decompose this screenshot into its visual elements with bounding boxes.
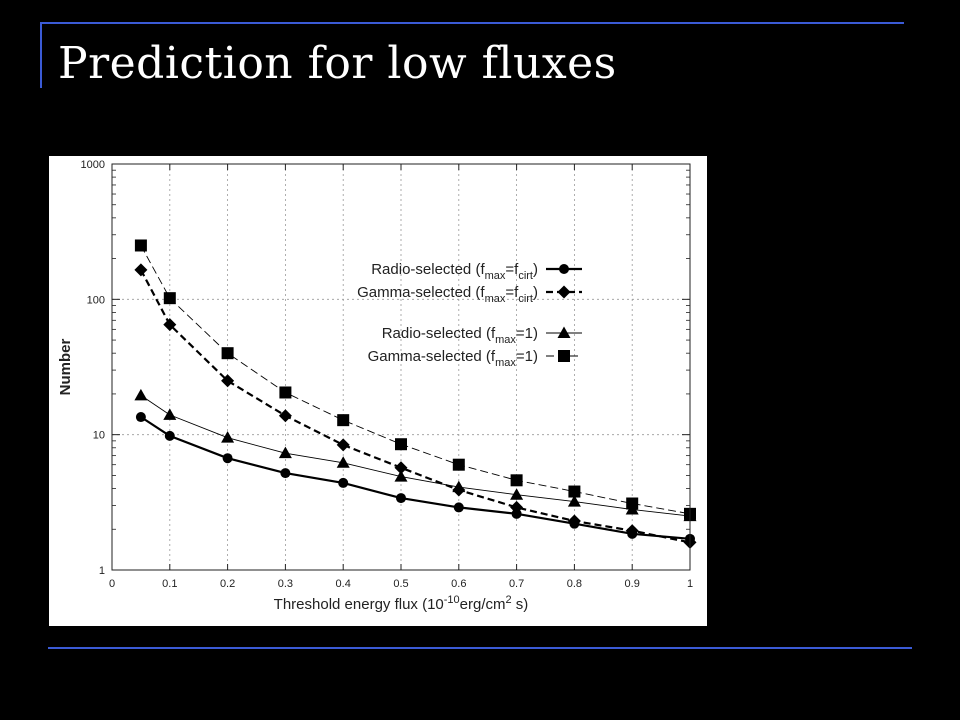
series-4-point <box>568 485 581 498</box>
series-4-point <box>134 239 147 252</box>
y-tick-label: 1000 <box>81 159 105 171</box>
legend-marker-2 <box>557 285 571 299</box>
x-tick-label: 0.6 <box>451 578 466 590</box>
series-2-point <box>221 374 235 388</box>
x-tick-label: 0.7 <box>509 578 524 590</box>
top-rule <box>40 22 904 24</box>
x-tick-label: 0.5 <box>393 578 408 590</box>
left-rule <box>40 22 42 88</box>
series-4-point <box>279 386 292 399</box>
x-tick-label: 0.3 <box>278 578 293 590</box>
series-4-point <box>395 438 407 451</box>
series-3-point <box>221 431 235 443</box>
x-tick-label: 0.1 <box>162 578 177 590</box>
y-tick-label: 10 <box>93 430 105 442</box>
legend-label-3: Radio-selected (fmax=1) <box>382 325 538 346</box>
legend: Radio-selected (fmax=fcirt)Gamma-selecte… <box>357 261 582 369</box>
series-1-point <box>280 468 291 479</box>
legend-marker-3 <box>557 326 571 338</box>
series-2-point <box>394 461 408 475</box>
series-3-point <box>567 495 581 507</box>
x-tick-label: 0.9 <box>625 578 640 590</box>
series-1-point <box>222 453 233 464</box>
series-4-point <box>163 292 176 305</box>
bottom-rule <box>48 647 912 649</box>
x-axis-label: Threshold energy flux (10-10erg/cm2 s) <box>274 594 529 613</box>
x-tick-label: 1 <box>687 578 693 590</box>
chart-svg: 0 0.1 0.2 0.3 0.4 0.5 0.6 0.7 0.8 0.9 11101001000 … <box>57 159 697 613</box>
y-tick-label: 1 <box>99 565 105 577</box>
series-1-point <box>135 412 146 423</box>
series-3-point <box>394 470 408 482</box>
x-tick-label: 0.8 <box>567 578 582 590</box>
series-1-point <box>396 493 406 504</box>
series-3-point <box>336 456 350 468</box>
series-3-point <box>510 488 524 500</box>
series-1-point <box>453 502 464 513</box>
legend-marker-4 <box>558 350 570 362</box>
legend-label-4: Gamma-selected (fmax=1) <box>368 348 538 369</box>
x-tick-label: 0.4 <box>336 578 351 590</box>
series-4-point <box>510 474 523 487</box>
legend-label-2: Gamma-selected (fmax=fcirt) <box>357 284 538 305</box>
series-2-point <box>567 514 581 528</box>
series-2-point <box>278 409 292 423</box>
series-4-point <box>452 458 465 471</box>
series-2-point <box>163 318 177 332</box>
series-3-point <box>134 388 148 401</box>
series-2-point <box>134 263 148 277</box>
series-3-point <box>163 408 177 420</box>
x-tick-label: 0 <box>109 578 115 590</box>
series-4-point <box>626 497 639 510</box>
series-4-point <box>221 347 234 360</box>
series-2-point <box>336 438 350 452</box>
legend-label-1: Radio-selected (fmax=fcirt) <box>371 261 538 282</box>
series-line-1 <box>140 416 691 540</box>
y-tick-label: 100 <box>87 294 105 306</box>
y-axis-label: Number <box>57 339 74 396</box>
series-2-point <box>625 524 639 538</box>
chart-figure: 0 0.1 0.2 0.3 0.4 0.5 0.6 0.7 0.8 0.9 1 1 10 100 1000 … <box>49 156 707 626</box>
x-tick-label: 0.2 <box>220 578 235 590</box>
series-1-point <box>164 430 175 441</box>
slide-title: Prediction for low fluxes <box>58 38 617 89</box>
series-1-point <box>338 477 349 488</box>
series-3-point <box>278 446 292 459</box>
legend-marker-1 <box>559 264 569 274</box>
series-3-point <box>452 480 466 493</box>
series-4-point <box>337 414 350 427</box>
